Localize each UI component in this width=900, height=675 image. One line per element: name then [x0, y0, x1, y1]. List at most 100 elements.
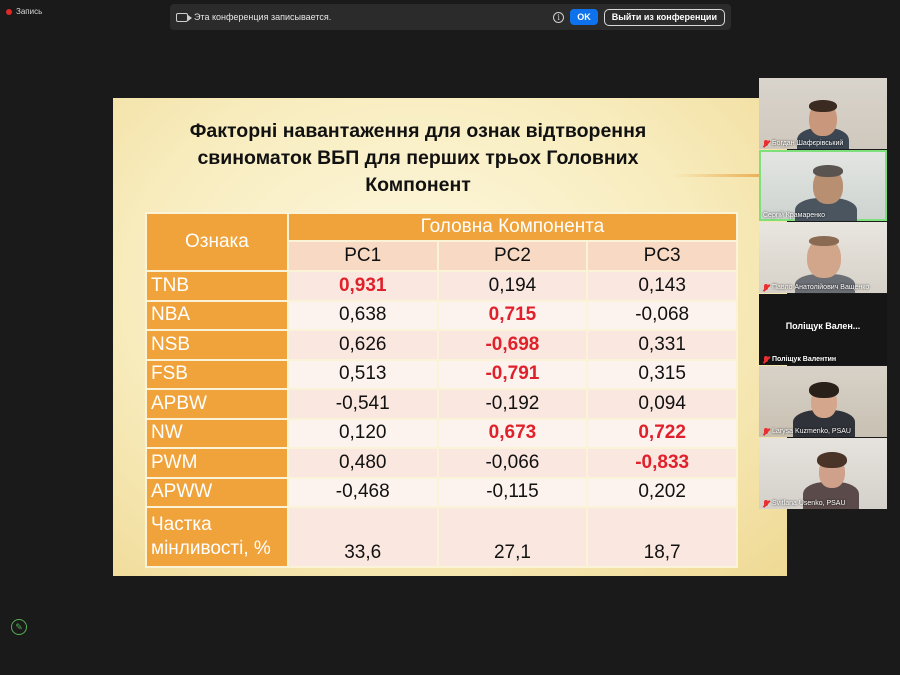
slide-title: Факторні навантаження для ознак відтворе… — [153, 118, 683, 199]
shield-check-icon[interactable]: ✎ — [11, 619, 27, 635]
table-cell-pc2: -0,115 — [436, 476, 589, 508]
row-label: NW — [145, 417, 289, 449]
participant-center-name: Поліщук Вален... — [785, 320, 861, 331]
mic-muted-icon — [763, 428, 769, 435]
camera-icon — [176, 12, 192, 22]
mic-muted-icon — [763, 284, 769, 291]
mic-muted-icon — [763, 500, 769, 507]
table-cell-pc1: -0,468 — [286, 476, 439, 508]
table-cell-pc3: 0,143 — [586, 270, 738, 302]
table-cell-pc1: 0,626 — [286, 329, 439, 361]
table-cell-pc2: 0,194 — [436, 270, 589, 302]
table-cell-pc3: -0,068 — [586, 299, 738, 331]
person-body — [795, 198, 857, 221]
table-cell-pc1: -0,541 — [286, 388, 439, 420]
person-hair — [809, 100, 837, 112]
table-body: TNB 0,931 0,194 0,143 NBA 0,638 0,715 -0,068 NSB… — [145, 270, 738, 568]
person-hair — [809, 382, 839, 398]
recording-notification-bar: Эта конференция записывается. i OK Выйти… — [170, 4, 731, 30]
participant-name: Поліщук Валентин — [772, 356, 837, 363]
participant-name: Сергій Крамаренко — [763, 212, 826, 219]
table-cell-pc1: 0,120 — [286, 417, 439, 449]
variance-share-label-line: Частка — [151, 514, 212, 535]
participant-tile[interactable]: Larysa Kuzmenko, PSAU — [759, 366, 887, 437]
row-label: PWM — [145, 447, 289, 479]
row-label: FSB — [145, 358, 289, 390]
mic-muted-icon — [763, 356, 769, 363]
participant-name-label: Larysa Kuzmenko, PSAU — [763, 428, 851, 435]
person-hair — [809, 236, 839, 246]
participant-name: Богдан Шафєрівський — [772, 140, 844, 147]
leave-meeting-button[interactable]: Выйти из конференции — [603, 8, 725, 26]
variance-share-label-line: мінливості, % — [151, 538, 271, 559]
table-cell-pc1: 0,480 — [286, 447, 439, 479]
slide-decor-stripe — [673, 174, 787, 177]
participant-name-label: Поліщук Валентин — [763, 356, 836, 363]
recording-label: Запись — [16, 7, 43, 16]
table-row: NBA 0,638 0,715 -0,068 — [145, 299, 738, 331]
table-row: TNB 0,931 0,194 0,143 — [145, 270, 738, 302]
table-row: APWW -0,468 -0,115 0,202 — [145, 476, 738, 508]
record-dot-icon — [6, 8, 12, 15]
info-icon[interactable]: i — [553, 11, 565, 23]
table-cell-pc3: 0,094 — [586, 388, 738, 420]
participant-tile[interactable]: Богдан Шафєрівський — [759, 78, 887, 149]
table-cell-pc2: -0,066 — [436, 447, 589, 479]
participant-name: Svitlana Usenko, PSAU — [772, 500, 846, 507]
participant-name-label: Svitlana Usenko, PSAU — [763, 500, 846, 507]
mic-muted-icon — [763, 140, 769, 147]
person-hair — [817, 452, 847, 468]
table-row: PWM 0,480 -0,066 -0,833 — [145, 447, 738, 479]
person-body — [795, 274, 855, 293]
person-hair — [813, 165, 843, 177]
row-label: APBW — [145, 388, 289, 420]
row-label: TNB — [145, 270, 289, 302]
table-row-variance-share: Частка мінливості, % 33,6 27,1 18,7 — [145, 506, 738, 568]
table-cell-pc2: 0,673 — [436, 417, 589, 449]
row-label: NSB — [145, 329, 289, 361]
table-cell-pc3: -0,833 — [586, 447, 738, 479]
recording-indicator[interactable]: Запись — [6, 7, 42, 16]
variance-share-pc2: 27,1 — [436, 506, 589, 568]
participant-tile[interactable]: Svitlana Usenko, PSAU — [759, 438, 887, 509]
slide-title-line: Факторні навантаження для ознак відтворе… — [189, 120, 647, 142]
header-principal-component: Головна Компонента — [286, 212, 739, 242]
table-cell-pc3: 0,202 — [586, 476, 738, 508]
row-label: NBA — [145, 299, 289, 331]
slide-title-line: свиноматок ВБП для перших трьох Головних — [197, 147, 639, 169]
table-cell-pc2: -0,698 — [436, 329, 589, 361]
participant-name-label: Сергій Крамаренко — [763, 212, 825, 219]
participant-name: Larysa Kuzmenko, PSAU — [772, 428, 851, 435]
table-cell-pc3: 0,315 — [586, 358, 738, 390]
table-cell-pc2: 0,715 — [436, 299, 589, 331]
table-row: FSB 0,513 -0,791 0,315 — [145, 358, 738, 390]
row-label: APWW — [145, 476, 289, 508]
table-row: APBW -0,541 -0,192 0,094 — [145, 388, 738, 420]
table-cell-pc1: 0,513 — [286, 358, 439, 390]
table-row: NW 0,120 0,673 0,722 — [145, 417, 738, 449]
participants-gallery: Богдан Шафєрівський Сергій Крамаренко Па… — [759, 78, 887, 510]
participant-name-label: Богдан Шафєрівський — [763, 140, 843, 147]
slide-title-line: Компонент — [365, 174, 471, 196]
header-label-column: Ознака — [145, 212, 289, 272]
row-label-variance-share: Частка мінливості, % — [145, 506, 289, 568]
participant-name: Павло Анатолійович Ващенко — [772, 284, 870, 291]
person-body — [797, 128, 849, 149]
variance-share-pc1: 33,6 — [286, 506, 439, 568]
table-cell-pc2: -0,192 — [436, 388, 589, 420]
participant-tile[interactable]: Павло Анатолійович Ващенко — [759, 222, 887, 293]
ok-button[interactable]: OK — [570, 9, 598, 25]
header-pc2: PC2 — [436, 240, 589, 272]
variance-share-pc3: 18,7 — [586, 506, 738, 568]
header-pc1: PC1 — [286, 240, 439, 272]
participant-name-label: Павло Анатолійович Ващенко — [763, 284, 869, 291]
factor-loadings-table: Ознака Головна Компонента PC1 PC2 PC3 TN… — [145, 212, 739, 568]
table-cell-pc2: -0,791 — [436, 358, 589, 390]
table-cell-pc3: 0,722 — [586, 417, 738, 449]
participant-tile[interactable]: Сергій Крамаренко — [759, 150, 887, 221]
table-cell-pc3: 0,331 — [586, 329, 738, 361]
recording-notification-text: Эта конференция записывается. — [194, 12, 332, 22]
header-pc3: PC3 — [586, 240, 738, 272]
participant-tile[interactable]: Поліщук Вален... Поліщук Валентин — [759, 294, 887, 365]
